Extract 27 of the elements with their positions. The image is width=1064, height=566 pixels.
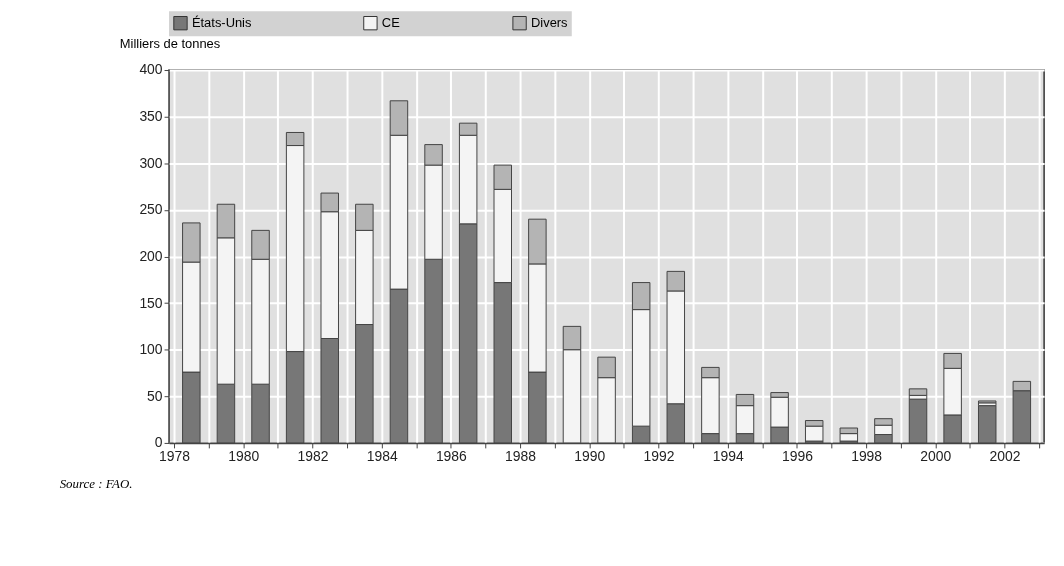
y-tick-label: 100 <box>139 341 163 358</box>
y-axis-title: Milliers de tonnes <box>119 35 221 51</box>
x-tick-label: 1978 <box>159 448 191 465</box>
legend-label: États-Unis <box>191 15 252 31</box>
y-tick-label: 350 <box>139 108 163 125</box>
x-tick-label: 1980 <box>228 448 260 465</box>
x-tick-label: 1988 <box>505 448 537 465</box>
y-tick-label: 300 <box>139 154 163 171</box>
y-tick-label: 150 <box>139 294 163 311</box>
x-tick-label: 1998 <box>851 448 883 465</box>
x-tick-label: 1996 <box>781 448 814 465</box>
x-tick-label: 1982 <box>297 448 329 465</box>
y-tick-label: 0 <box>154 434 163 451</box>
x-tick-label: 1986 <box>435 448 468 465</box>
legend-label: Divers <box>531 15 568 31</box>
y-tick-label: 50 <box>147 387 163 404</box>
x-tick-label: 2000 <box>920 448 952 465</box>
x-tick-label: 1990 <box>574 448 606 465</box>
y-tick-label: 250 <box>139 201 163 218</box>
y-tick-label: 200 <box>139 247 163 264</box>
y-tick-label: 400 <box>139 61 163 78</box>
x-tick-label: 2002 <box>989 448 1021 465</box>
x-tick-label: 1994 <box>712 448 744 465</box>
x-tick-label: 1992 <box>643 448 675 465</box>
x-tick-label: 1984 <box>366 448 398 465</box>
source-note: Source : FAO. <box>59 475 133 491</box>
legend-label: CE <box>381 15 401 31</box>
